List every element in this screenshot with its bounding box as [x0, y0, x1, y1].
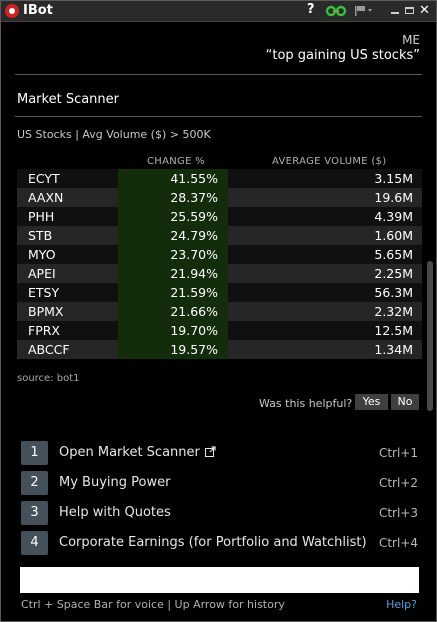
option-open-market-scanner[interactable]: 1 Open Market Scanner Ctrl+1	[21, 441, 421, 465]
external-link-icon	[204, 446, 216, 457]
link-icon[interactable]	[325, 5, 347, 17]
change-cell: 21.94%	[118, 264, 228, 283]
volume-cell: 3.15M	[374, 171, 413, 186]
option-number-badge: 1	[21, 441, 48, 465]
option-number-badge: 2	[21, 471, 48, 495]
change-cell: 19.57%	[118, 340, 228, 359]
chat-input[interactable]	[20, 567, 419, 593]
option-label: Help with Quotes	[59, 505, 171, 520]
window-title: IBot	[23, 3, 53, 18]
ibot-logo-icon	[5, 4, 19, 18]
symbol-cell: MYO	[28, 247, 56, 262]
option-number-badge: 3	[21, 501, 48, 525]
option-label: My Buying Power	[59, 475, 171, 490]
volume-cell: 12.5M	[374, 323, 413, 338]
symbol-cell: PHH	[28, 209, 55, 224]
option-corporate-earnings[interactable]: 4 Corporate Earnings (for Portfolio and …	[21, 531, 421, 555]
table-row[interactable]: STB 24.79% 1.60M	[17, 226, 422, 245]
source-label: source: bot1	[17, 373, 80, 384]
change-cell: 41.55%	[118, 169, 228, 188]
no-button[interactable]: No	[391, 394, 419, 410]
change-cell: 24.79%	[118, 226, 228, 245]
minimize-button[interactable]	[391, 12, 399, 14]
change-cell: 21.66%	[118, 302, 228, 321]
table-row[interactable]: ECYT 41.55% 3.15M	[17, 169, 422, 188]
table-row[interactable]: ABCCF 19.57% 1.34M	[17, 340, 422, 359]
change-cell: 19.70%	[118, 321, 228, 340]
divider	[15, 116, 422, 117]
volume-cell: 56.3M	[374, 285, 413, 300]
volume-cell: 2.32M	[374, 304, 413, 319]
helpful-question: Was this helpful?	[259, 397, 353, 410]
speaker-label: ME	[402, 33, 420, 47]
option-label: Corporate Earnings (for Portfolio and Wa…	[59, 535, 367, 550]
table-row[interactable]: APEI 21.94% 2.25M	[17, 264, 422, 283]
table-row[interactable]: ETSY 21.59% 56.3M	[17, 283, 422, 302]
scanner-title: Market Scanner	[17, 92, 120, 107]
close-button[interactable]: ✕	[419, 3, 430, 18]
volume-cell: 19.6M	[374, 190, 413, 205]
table-row[interactable]: PHH 25.59% 4.39M	[17, 207, 422, 226]
table-row[interactable]: FPRX 19.70% 12.5M	[17, 321, 422, 340]
scanner-table: ECYT 41.55% 3.15M AAXN 28.37% 19.6M PHH …	[17, 169, 422, 359]
symbol-cell: ETSY	[28, 285, 60, 300]
symbol-cell: ABCCF	[28, 342, 70, 357]
flag-icon[interactable]	[354, 5, 374, 17]
change-cell: 25.59%	[118, 207, 228, 226]
scrollbar-thumb[interactable]	[427, 261, 433, 411]
table-row[interactable]: BPMX 21.66% 2.32M	[17, 302, 422, 321]
input-hint: Ctrl + Space Bar for voice | Up Arrow fo…	[21, 598, 285, 611]
symbol-cell: AAXN	[28, 190, 64, 205]
change-cell: 21.59%	[118, 283, 228, 302]
table-row[interactable]: AAXN 28.37% 19.6M	[17, 188, 422, 207]
option-label: Open Market Scanner	[59, 445, 216, 460]
volume-cell: 1.60M	[374, 228, 413, 243]
symbol-cell: APEI	[28, 266, 56, 281]
option-shortcut: Ctrl+3	[378, 506, 418, 520]
volume-cell: 2.25M	[374, 266, 413, 281]
option-my-buying-power[interactable]: 2 My Buying Power Ctrl+2	[21, 471, 421, 495]
scanner-filter: US Stocks | Avg Volume ($) > 500K	[17, 128, 211, 141]
option-shortcut: Ctrl+1	[378, 446, 418, 460]
volume-cell: 5.65M	[374, 247, 413, 262]
column-header-volume: AVERAGE VOLUME ($)	[272, 156, 387, 167]
option-help-with-quotes[interactable]: 3 Help with Quotes Ctrl+3	[21, 501, 421, 525]
yes-button[interactable]: Yes	[355, 394, 388, 410]
help-button[interactable]: ?	[307, 2, 315, 17]
user-query: “top gaining US stocks”	[265, 48, 420, 63]
help-link[interactable]: Help?	[386, 598, 417, 611]
symbol-cell: ECYT	[28, 171, 60, 186]
symbol-cell: STB	[28, 228, 53, 243]
change-cell: 28.37%	[118, 188, 228, 207]
change-cell: 23.70%	[118, 245, 228, 264]
volume-cell: 1.34M	[374, 342, 413, 357]
symbol-cell: FPRX	[28, 323, 60, 338]
table-row[interactable]: MYO 23.70% 5.65M	[17, 245, 422, 264]
divider	[15, 74, 422, 75]
title-bar[interactable]: IBot ? ✕	[1, 1, 436, 22]
column-header-change: CHANGE %	[147, 156, 205, 167]
option-shortcut: Ctrl+4	[378, 536, 418, 550]
maximize-button[interactable]	[405, 7, 414, 14]
volume-cell: 4.39M	[374, 209, 413, 224]
option-number-badge: 4	[21, 531, 48, 555]
option-shortcut: Ctrl+2	[378, 476, 418, 490]
symbol-cell: BPMX	[28, 304, 64, 319]
